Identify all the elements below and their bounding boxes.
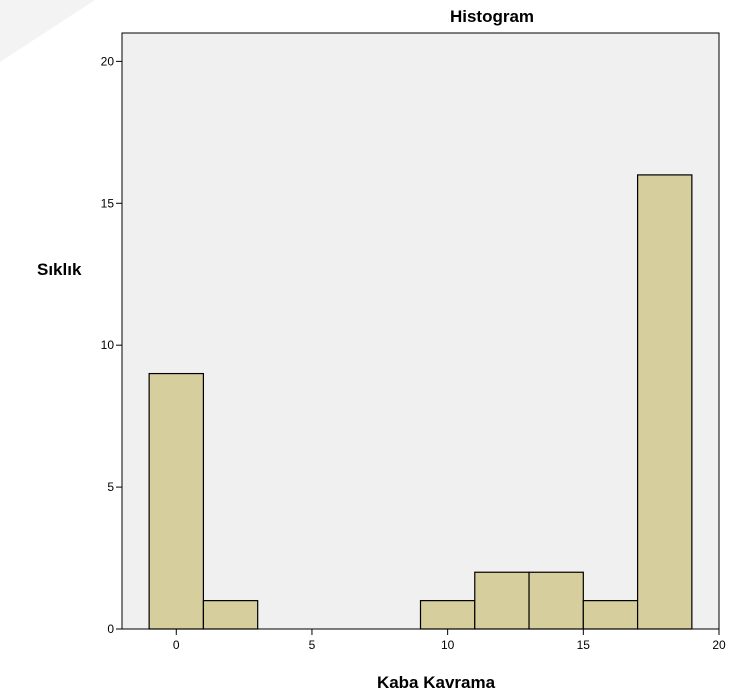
y-tick-label: 0 [107,622,114,636]
x-tick-label: 0 [173,638,180,652]
histogram-bar [148,372,205,630]
x-tick-label: 15 [577,638,591,652]
histogram-bar [636,174,693,630]
y-tick-label: 20 [101,54,115,68]
x-tick-label: 10 [441,638,455,652]
histogram-bar [202,600,259,630]
y-axis-title: Sıklık [37,260,82,279]
histogram-bar [582,600,639,630]
x-axis: 0 5 10 15 20 [173,629,726,652]
x-axis-title: Kaba Kavrama [377,673,496,692]
plot-frame [121,32,720,630]
histogram-bar [474,571,530,630]
x-tick-label: 5 [309,638,316,652]
histogram-bar [419,600,476,630]
histogram-bar [528,571,584,630]
y-tick-label: 15 [101,196,115,210]
x-tick-label: 20 [712,638,726,652]
y-tick-label: 5 [107,480,114,494]
plot-area [122,33,719,629]
chart-title: Histogram [450,7,534,26]
y-axis: 0 5 10 15 20 [101,54,122,636]
y-tick-label: 10 [101,338,115,352]
watermark-shape [0,0,95,62]
